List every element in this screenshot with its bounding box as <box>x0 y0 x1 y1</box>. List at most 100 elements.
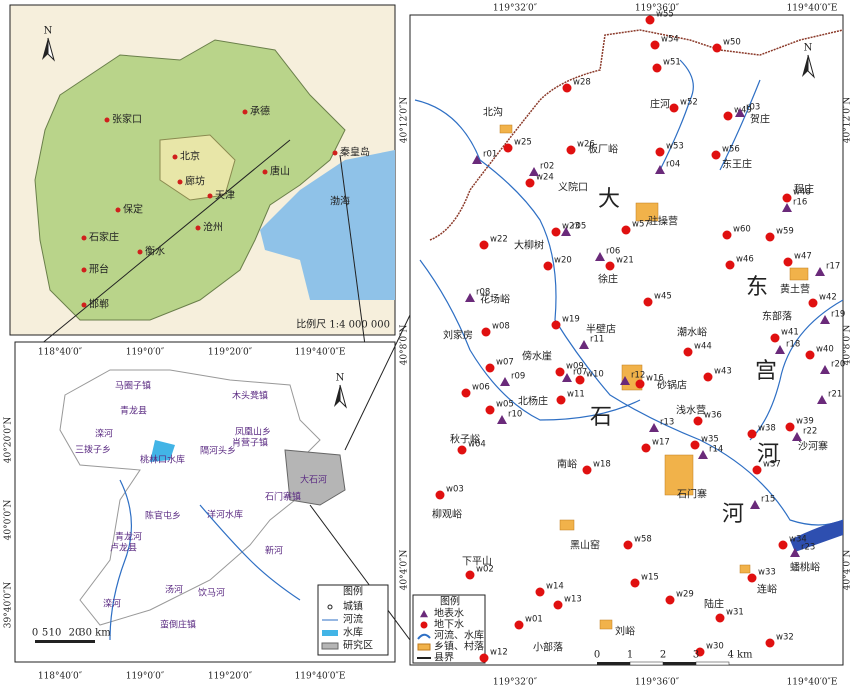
city-label: 衡水 <box>145 246 165 258</box>
lat-label: 40°4′0″N <box>400 550 410 591</box>
groundwater-site <box>543 261 553 271</box>
place-label: 北沟 <box>483 106 503 119</box>
place-label: 秋子峪 <box>450 433 480 446</box>
scale-label: 3 <box>693 650 699 661</box>
groundwater-site <box>551 320 561 330</box>
groundwater-site <box>715 613 725 623</box>
site-label: w28 <box>573 78 591 88</box>
groundwater-site <box>562 83 572 93</box>
city-label: 北京 <box>180 150 200 163</box>
city-dot <box>242 109 248 115</box>
site-label: r07 <box>573 368 587 378</box>
pointer <box>344 314 411 451</box>
site-label: w01 <box>525 615 543 625</box>
north-label: N <box>44 26 53 37</box>
site-label: r22 <box>803 427 817 437</box>
lat-label: 40°4′0″N <box>843 550 850 591</box>
place-label: 砂锅店 <box>657 379 687 392</box>
lat-label: 39°40′0″N <box>4 582 14 629</box>
groundwater-site <box>575 375 585 385</box>
site-label: r15 <box>761 495 775 505</box>
site-label: r14 <box>709 445 723 455</box>
place-label: 新河 <box>265 545 283 557</box>
place-label: 义院口 <box>558 181 588 194</box>
site-label: w30 <box>706 642 724 652</box>
place-label: 傍水崖 <box>522 350 552 363</box>
scale-label: 0 <box>594 650 600 661</box>
legend-symbol <box>420 610 428 618</box>
river <box>199 504 301 601</box>
groundwater-site <box>641 443 651 453</box>
site-label: r23 <box>801 543 815 553</box>
site-label: r13 <box>660 418 674 428</box>
groundwater-site <box>479 653 489 663</box>
pointer <box>339 154 366 346</box>
north-arrow <box>47 37 55 62</box>
city-dot <box>332 150 338 156</box>
groundwater-site <box>785 422 795 432</box>
place-label: 贺庄 <box>750 113 770 126</box>
site-label: w44 <box>694 342 712 352</box>
groundwater-site <box>782 193 792 203</box>
lon-label: 119°32′0″ <box>493 4 538 14</box>
place-label: 连峪 <box>757 583 777 596</box>
site-label: r03 <box>746 103 760 113</box>
reservoir <box>790 520 843 552</box>
place-label: 饮马河 <box>198 587 225 599</box>
place-label: 东王庄 <box>722 158 752 171</box>
site-label: w24 <box>536 173 554 183</box>
lon-label: 119°20′0″ <box>208 348 253 358</box>
surface-water-site <box>497 415 507 424</box>
place-label: 潮水峪 <box>677 326 707 339</box>
place-label: 滦河 <box>103 598 121 610</box>
place-label: 大柳树 <box>514 239 544 252</box>
legend-title: 图例 <box>343 585 363 598</box>
surface-water-site <box>775 345 785 354</box>
city-dot <box>177 179 183 185</box>
groundwater-site <box>703 372 713 382</box>
groundwater-site <box>435 490 445 500</box>
site-label: w56 <box>722 145 740 155</box>
site-label: r17 <box>826 262 840 272</box>
county-border <box>429 29 844 241</box>
groundwater-site <box>551 227 561 237</box>
legend-title: 图例 <box>440 595 460 608</box>
site-label: r06 <box>606 247 620 257</box>
site-label: w16 <box>646 374 664 384</box>
site-label: w02 <box>476 565 494 575</box>
site-label: w43 <box>714 367 732 377</box>
legend-symbol <box>417 633 431 640</box>
place-label: 肖营子镇 <box>232 437 268 449</box>
lon-label: 118°40′0″ <box>38 672 83 682</box>
study-area <box>284 449 346 506</box>
place-label: 黄土营 <box>780 283 810 296</box>
groundwater-site <box>752 465 762 475</box>
scale-label: 2 <box>660 650 666 661</box>
groundwater-site <box>514 620 524 630</box>
groundwater-site <box>722 230 732 240</box>
place-label: 黑山窑 <box>570 539 600 552</box>
groundwater-site <box>770 333 780 343</box>
lon-label: 119°32′0″ <box>493 678 538 688</box>
city-label: 天津 <box>215 190 235 202</box>
place-label: 汤河 <box>165 584 183 596</box>
north-arrow <box>42 38 48 60</box>
county-panel <box>14 314 411 663</box>
site-label: w12 <box>490 648 508 658</box>
city-label: 唐山 <box>270 165 290 178</box>
place-label: 洋河水库 <box>207 509 243 521</box>
place-label: 石门寨镇 <box>265 491 301 503</box>
river <box>749 299 844 441</box>
surface-water-site <box>595 252 605 261</box>
surface-water-site <box>561 227 571 236</box>
scale-label: 30 km <box>79 628 111 639</box>
place-label: 沙河寨 <box>798 440 828 453</box>
lon-label: 119°36′0″ <box>635 4 680 14</box>
river <box>719 79 761 171</box>
groundwater-site <box>503 143 513 153</box>
place-label: 刘家房 <box>443 329 473 342</box>
place-label: 三拨子乡 <box>75 444 111 456</box>
groundwater-site <box>566 145 576 155</box>
groundwater-site <box>635 379 645 389</box>
surface-water-site <box>649 423 659 432</box>
